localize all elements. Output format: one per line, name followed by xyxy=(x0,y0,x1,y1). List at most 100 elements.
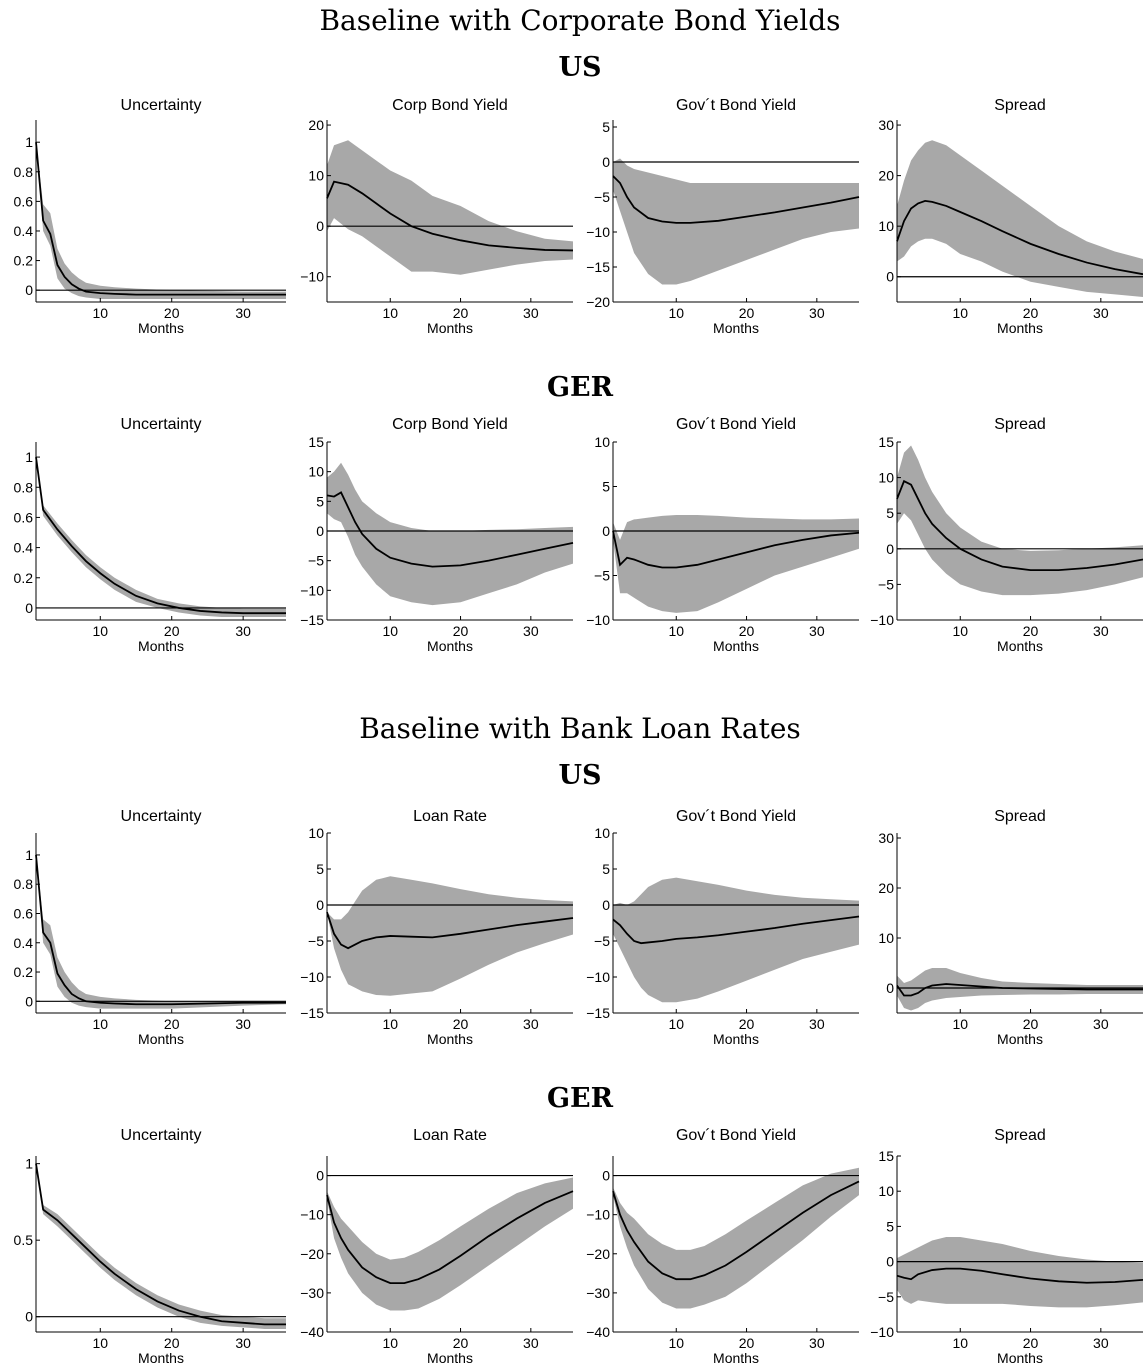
x-tick-label: 30 xyxy=(1093,1016,1109,1032)
y-tick-label: 0.8 xyxy=(14,164,34,180)
y-tick-label: −10 xyxy=(870,612,894,628)
y-tick-label: 10 xyxy=(878,218,894,234)
y-tick-label: −5 xyxy=(594,568,610,584)
y-tick-label: 5 xyxy=(886,1218,894,1234)
x-axis-label: Months xyxy=(713,638,759,654)
confidence-band xyxy=(36,1163,286,1329)
chart-panel: Uncertainty 0 0.2 0.4 0.6 0.8 1 10 20 30 Months xyxy=(14,416,286,654)
y-tick-label: 5 xyxy=(886,505,894,521)
x-tick-label: 20 xyxy=(1023,305,1039,321)
y-tick-label: −20 xyxy=(586,294,610,310)
x-axis-label: Months xyxy=(713,320,759,336)
x-tick-label: 10 xyxy=(952,1016,968,1032)
y-tick-label: 30 xyxy=(878,830,894,846)
x-tick-label: 30 xyxy=(235,1016,251,1032)
x-tick-label: 30 xyxy=(1093,305,1109,321)
y-tick-label: 0 xyxy=(25,1309,33,1325)
y-tick-label: 20 xyxy=(878,880,894,896)
x-tick-label: 10 xyxy=(952,1335,968,1351)
block-title-bank-loan: Baseline with Bank Loan Rates xyxy=(359,712,801,745)
x-axis-label: Months xyxy=(713,1031,759,1047)
y-tick-label: −5 xyxy=(308,933,324,949)
y-tick-label: 0.2 xyxy=(14,964,34,980)
y-tick-label: 0 xyxy=(886,541,894,557)
chart-title: Loan Rate xyxy=(413,808,487,825)
y-tick-label: −5 xyxy=(878,576,894,592)
impulse-response-line xyxy=(326,1190,574,1285)
confidence-band xyxy=(36,854,286,1009)
y-tick-label: −20 xyxy=(300,1246,324,1262)
chart-panel: Gov´t Bond Yield −10 −5 0 5 10 10 20 30 Months xyxy=(586,416,860,654)
x-tick-label: 30 xyxy=(523,305,539,321)
impulse-response-line xyxy=(896,479,1143,572)
impulse-response-line xyxy=(35,854,286,1006)
x-tick-label: 20 xyxy=(739,1335,755,1351)
y-tick-label: −10 xyxy=(586,612,610,628)
y-tick-label: −10 xyxy=(586,969,610,985)
y-tick-label: 5 xyxy=(602,119,610,135)
y-tick-label: 10 xyxy=(308,168,324,184)
confidence-band xyxy=(327,1177,573,1311)
y-tick-label: 0 xyxy=(316,1168,324,1184)
y-tick-label: 0 xyxy=(316,523,324,539)
chart-panel: Spread −10 −5 0 5 10 15 10 20 30 Months xyxy=(870,416,1143,654)
y-tick-label: −5 xyxy=(878,1289,894,1305)
x-tick-label: 10 xyxy=(92,623,108,639)
x-axis-label: Months xyxy=(427,320,473,336)
x-axis-label: Months xyxy=(427,1031,473,1047)
y-tick-label: −20 xyxy=(586,1246,610,1262)
y-tick-label: −15 xyxy=(300,612,324,628)
row-label-us-corp: US xyxy=(558,52,602,83)
y-tick-label: 0 xyxy=(886,1254,894,1270)
y-tick-label: 10 xyxy=(308,825,324,841)
y-tick-label: −15 xyxy=(586,1005,610,1021)
y-tick-label: 15 xyxy=(878,434,894,450)
row-label-ger-loan: GER xyxy=(546,1083,614,1114)
impulse-response-line xyxy=(326,911,574,950)
x-tick-label: 30 xyxy=(809,305,825,321)
x-tick-label: 20 xyxy=(1023,1016,1039,1032)
impulse-response-line xyxy=(326,180,574,252)
y-tick-label: 0.5 xyxy=(14,1232,34,1248)
y-tick-label: 10 xyxy=(878,470,894,486)
x-tick-label: 10 xyxy=(952,305,968,321)
y-tick-label: 10 xyxy=(878,1183,894,1199)
chart-panel: Corp Bond Yield −10 0 10 20 10 20 30 Months xyxy=(300,97,574,336)
x-axis-label: Months xyxy=(427,638,473,654)
impulse-response-line xyxy=(612,530,860,569)
y-tick-label: 0 xyxy=(602,1168,610,1184)
x-tick-label: 30 xyxy=(809,1335,825,1351)
x-axis-label: Months xyxy=(427,1350,473,1366)
impulse-response-line xyxy=(896,983,1143,997)
chart-title: Gov´t Bond Yield xyxy=(676,97,796,114)
x-tick-label: 10 xyxy=(382,305,398,321)
x-tick-label: 30 xyxy=(809,623,825,639)
chart-panel: Uncertainty 0 0.2 0.4 0.6 0.8 1 10 20 30 Months xyxy=(14,808,286,1047)
x-tick-label: 20 xyxy=(1023,623,1039,639)
chart-title: Corp Bond Yield xyxy=(392,416,508,433)
y-tick-label: 0.4 xyxy=(14,223,34,239)
impulse-response-line xyxy=(326,491,574,568)
confidence-band xyxy=(897,140,1143,297)
y-tick-label: −10 xyxy=(300,969,324,985)
x-tick-label: 30 xyxy=(235,305,251,321)
y-tick-label: −15 xyxy=(586,259,610,275)
y-tick-label: 0.2 xyxy=(14,253,34,269)
confidence-band xyxy=(327,140,573,275)
row-label-ger-corp: GER xyxy=(546,372,614,403)
confidence-band xyxy=(327,462,573,606)
x-tick-label: 10 xyxy=(668,1016,684,1032)
chart-panel: Spread 0 10 20 30 10 20 30 Months xyxy=(878,97,1143,336)
y-tick-label: −10 xyxy=(300,1207,324,1223)
y-tick-label: 30 xyxy=(878,117,894,133)
chart-panel: Gov´t Bond Yield −15 −10 −5 0 5 10 10 20 30 Months xyxy=(586,808,860,1047)
y-tick-label: 0 xyxy=(602,523,610,539)
x-tick-label: 10 xyxy=(668,305,684,321)
y-tick-label: 10 xyxy=(594,825,610,841)
y-tick-label: −5 xyxy=(594,189,610,205)
x-tick-label: 20 xyxy=(739,305,755,321)
y-tick-label: 10 xyxy=(308,464,324,480)
chart-panel: Loan Rate −40 −30 −20 −10 0 10 20 30 Months xyxy=(300,1127,574,1366)
impulse-response-line xyxy=(612,1180,860,1281)
